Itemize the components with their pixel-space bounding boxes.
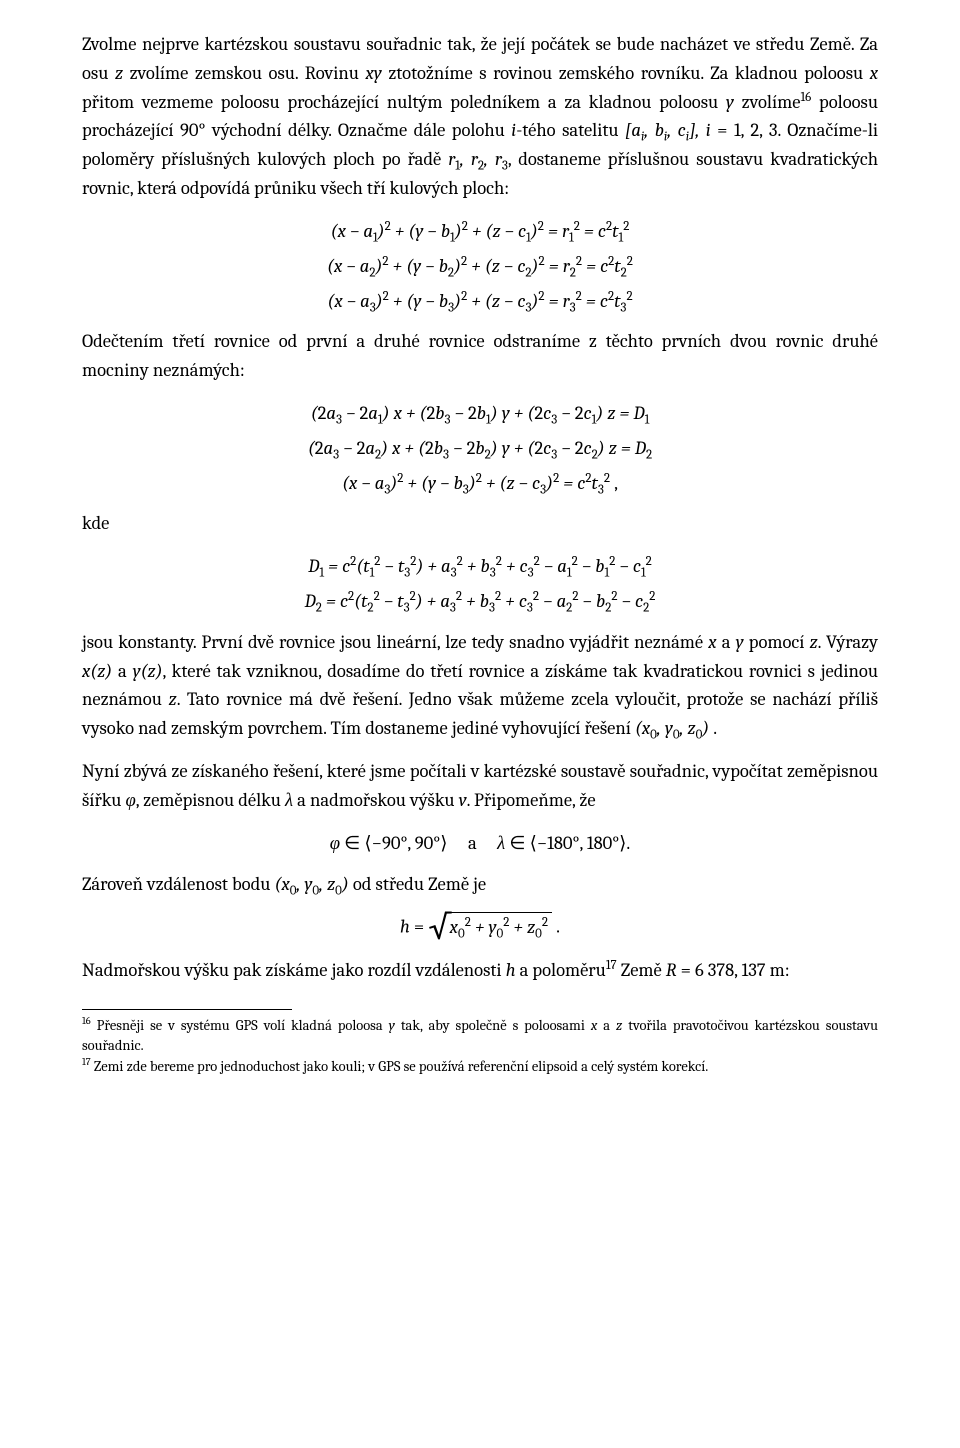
text: . [709, 717, 717, 739]
text: a [112, 660, 132, 682]
math-inline: (x0, y0, z0) [275, 873, 349, 895]
equation: (2a3 − 2a1) x + (2b3 − 2b1) y + (2c3 − 2… [82, 399, 878, 428]
text: tak, aby společně s poloosami [395, 1017, 591, 1034]
footnote-number: 16 [82, 1015, 91, 1027]
equation-block-1: (x − a1)2 + (y − b1)2 + (z − c1)2 = r12 … [82, 217, 878, 315]
footnote-number: 17 [82, 1056, 91, 1068]
text: Nadmořskou výšku pak získáme jako rozdíl… [82, 959, 506, 981]
text: Zároveň vzdálenost bodu [82, 873, 275, 895]
text: Zemi zde bereme pro jednoduchost jako ko… [91, 1058, 709, 1075]
text: zvolíme zemskou osu. Rovinu [123, 62, 365, 84]
math-inline: λ [285, 789, 293, 811]
text: . Výrazy [818, 631, 878, 653]
math-inline: R = 6 378, 137 [666, 959, 766, 981]
footnote-16: 16 Přesněji se v systému GPS volí kladná… [82, 1016, 878, 1055]
footnote-separator [82, 1009, 292, 1010]
footnote-ref-16: 16 [800, 89, 811, 104]
paragraph-3: jsou konstanty. První dvě rovnice jsou l… [82, 628, 878, 743]
text: jsou konstanty. První dvě rovnice jsou l… [82, 631, 708, 653]
math-inline: y [726, 91, 734, 113]
math-inline: x [870, 62, 878, 84]
math-inline: y [736, 631, 744, 653]
kde-label: kde [82, 509, 878, 538]
equation-block-3: D1 = c2(t12 − t32) + a32 + b32 + c32 − a… [82, 552, 878, 616]
math-inline: r1, r2, r3 [448, 148, 508, 170]
equation-h: h = √ x02 + y02 + z02 . [82, 912, 878, 944]
math-inline: v [459, 789, 467, 811]
math-inline: xy [365, 62, 381, 84]
equation-block-2: (2a3 − 2a1) x + (2b3 − 2b1) y + (2c3 − 2… [82, 399, 878, 497]
equation: D2 = c2(t22 − t32) + a32 + b32 + c32 − a… [82, 587, 878, 616]
text: od středu Země je [349, 873, 486, 895]
text: Země [617, 959, 666, 981]
text: ztotožníme s rovinou zemského rovníku. Z… [382, 62, 870, 84]
equation: φ ∈ ⟨−90°, 90°⟩ a λ ∈ ⟨−180°, 180°⟩. [82, 829, 878, 858]
math-inline: z [115, 62, 123, 84]
text: . Připomeňme, že [467, 789, 596, 811]
footnote-ref-17: 17 [606, 958, 617, 973]
equation-intervals: φ ∈ ⟨−90°, 90°⟩ a λ ∈ ⟨−180°, 180°⟩. [82, 829, 878, 858]
math-inline: h [506, 959, 516, 981]
text: a nadmořskou výšku [293, 789, 459, 811]
equation: (2a3 − 2a2) x + (2b3 − 2b2) y + (2c3 − 2… [82, 434, 878, 463]
equation: (x − a3)2 + (y − b3)2 + (z − c3)2 = r32 … [82, 287, 878, 316]
text: přitom vezmeme poloosu procházející nult… [82, 91, 726, 113]
paragraph-4: Nyní zbývá ze získaného řešení, které js… [82, 757, 878, 815]
paragraph-5: Zároveň vzdálenost bodu (x0, y0, z0) od … [82, 870, 878, 899]
text: a [597, 1017, 616, 1034]
math-inline: [ai, bi, ci], i = 1, 2, 3 [625, 119, 777, 141]
equation: (x − a1)2 + (y − b1)2 + (z − c1)2 = r12 … [82, 217, 878, 246]
equation: (x − a2)2 + (y − b2)2 + (z − c2)2 = r22 … [82, 252, 878, 281]
math-inline: z [169, 688, 177, 710]
text: pomocí [744, 631, 810, 653]
paragraph-6: Nadmořskou výšku pak získáme jako rozdíl… [82, 956, 878, 985]
text: -tého satelitu [516, 119, 625, 141]
math-inline: z [810, 631, 818, 653]
equation: (x − a3)2 + (y − b3)2 + (z − c3)2 = c2t3… [82, 469, 878, 498]
text: a [717, 631, 736, 653]
text: m: [766, 959, 790, 981]
math-inline: x [708, 631, 716, 653]
text: . Tato rovnice má dvě řešení. Jedno však… [82, 688, 878, 739]
math-inline: y(z) [133, 660, 163, 682]
footnote-17: 17 Zemi zde bereme pro jednoduchost jako… [82, 1057, 878, 1077]
text: a poloměru [516, 959, 606, 981]
equation: h = √ x02 + y02 + z02 . [82, 912, 878, 944]
equation: D1 = c2(t12 − t32) + a32 + b32 + c32 − a… [82, 552, 878, 581]
paragraph-2: Odečtením třetí rovnice od první a druhé… [82, 327, 878, 385]
math-inline: (x0, y0, z0) [635, 717, 709, 739]
math-inline: x(z) [82, 660, 112, 682]
document-page: Zvolme nejprve kartézskou soustavu souřa… [0, 0, 960, 1448]
text: zvolíme [734, 91, 801, 113]
paragraph-1: Zvolme nejprve kartézskou soustavu souřa… [82, 30, 878, 203]
math-inline: φ [126, 789, 136, 811]
text: Přesněji se v systému GPS volí kladná po… [91, 1017, 389, 1034]
text: , zeměpisnou délku [136, 789, 285, 811]
